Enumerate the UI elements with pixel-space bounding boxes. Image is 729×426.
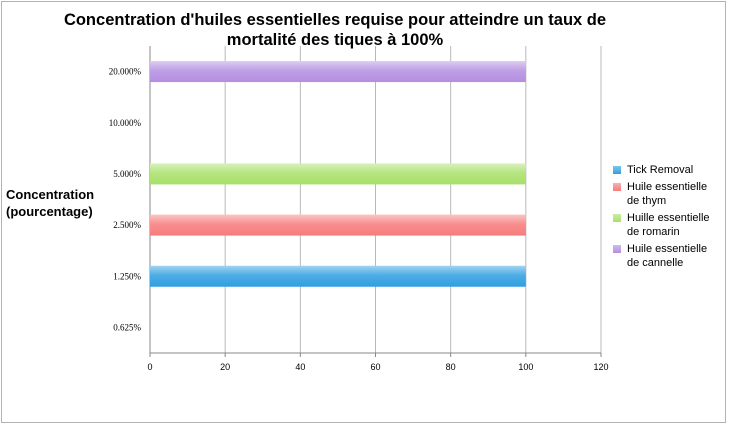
y-tick-label-0625: 0.625% <box>113 322 141 332</box>
legend-item: Huile essentielle de cannelle <box>613 242 723 270</box>
legend-item: Huile essentielle de thym <box>613 180 723 208</box>
legend-swatch <box>613 214 621 222</box>
legend-label: Huile essentielle de thym <box>627 181 708 207</box>
bar-huile-essentielle-de-thym-2500 <box>150 214 526 236</box>
y-axis-label: Concentration (pourcentage) <box>6 187 95 219</box>
y-tick-label-1250: 1.250% <box>113 271 141 281</box>
legend-swatch <box>613 183 621 191</box>
y-tick-label-2500: 2.500% <box>113 220 141 230</box>
bar-tick-removal-1250 <box>150 265 526 287</box>
x-tick-label-20: 20 <box>220 362 230 372</box>
x-tick-label-80: 80 <box>446 362 456 372</box>
x-tick-label-120: 120 <box>593 362 608 372</box>
legend-item: Tick Removal <box>613 163 723 177</box>
y-tick-label-20000: 20.000% <box>109 67 142 77</box>
x-tick-label-100: 100 <box>518 362 533 372</box>
chart-title: Concentration d'huiles essentielles requ… <box>63 11 607 49</box>
x-tick-label-60: 60 <box>370 362 380 372</box>
legend-item: Huille essentielle de romarin <box>613 211 723 239</box>
legend-label: Huille essentielle de romarin <box>627 212 710 238</box>
legend-label: Huile essentielle de cannelle <box>627 243 708 269</box>
x-tick-label-40: 40 <box>295 362 305 372</box>
bar-huile-essentielle-de-cannelle-20000 <box>150 61 526 83</box>
chart-legend: Tick Removal Huile essentielle de thym Hui… <box>613 163 723 273</box>
y-tick-label-5000: 5.000% <box>113 169 141 179</box>
x-tick-label-0: 0 <box>147 362 152 372</box>
legend-label: Tick Removal <box>627 164 694 176</box>
legend-swatch <box>613 166 621 174</box>
y-tick-label-10000: 10.000% <box>109 118 142 128</box>
legend-swatch <box>613 245 621 253</box>
bar-huille-essentielle-de-romarin-5000 <box>150 163 526 185</box>
